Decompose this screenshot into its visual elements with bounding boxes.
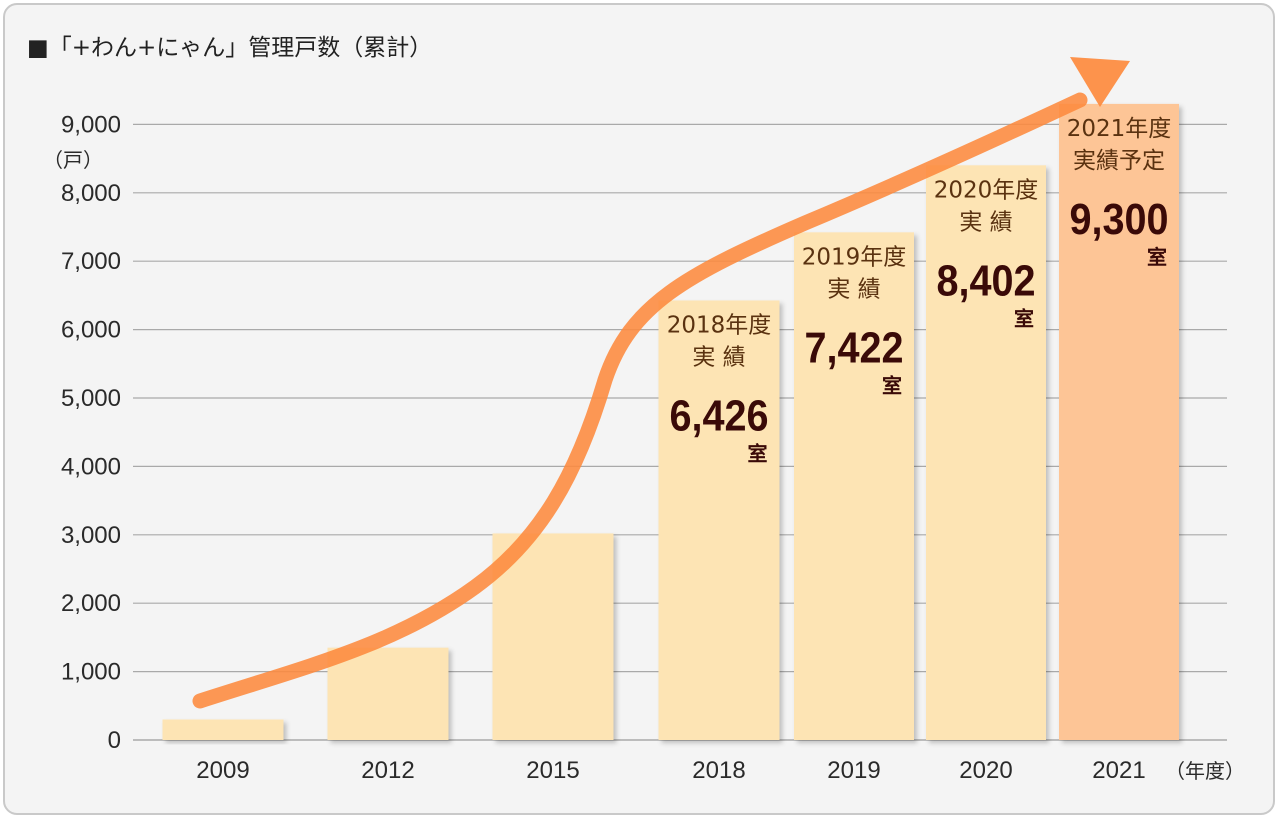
bar-label-heading: 実 績	[959, 209, 1012, 235]
trend-arrow-head	[1070, 57, 1130, 107]
bars	[162, 103, 1179, 740]
bar-label-heading: 実 績	[692, 344, 745, 370]
x-tick-label: 2018	[692, 757, 745, 784]
x-tick-label: 2021	[1092, 757, 1145, 784]
x-tick-label: 2020	[959, 757, 1012, 784]
y-tick-label: 0	[108, 727, 121, 754]
bar-value-label: 8,402	[936, 255, 1035, 304]
bar-label-heading: 2019年度	[802, 244, 907, 270]
y-tick-label: 9,000	[61, 111, 121, 138]
bar-label-heading: 実績予定	[1073, 148, 1165, 174]
x-tick-label: 2019	[827, 757, 880, 784]
y-tick-label: 5,000	[61, 385, 121, 412]
bar-chart: ■「+わん+にゃん」管理戸数（累計） 0 1,000 2,000 3,000 4,000…	[27, 35, 1245, 784]
bar-2015	[492, 533, 614, 740]
trend-arrow-line	[192, 92, 1088, 709]
x-tick-label: 2009	[196, 757, 249, 784]
bar-value-unit: 室	[748, 441, 768, 465]
bar-label-heading: 2018年度	[667, 312, 772, 338]
y-tick-label: 1,000	[61, 659, 121, 686]
bar-label-heading: 2020年度	[934, 177, 1039, 203]
x-tick-label: 2012	[361, 757, 414, 784]
bar-2018	[658, 300, 780, 740]
x-axis-unit-label: （年度）	[1165, 759, 1245, 783]
trend-arrow	[192, 57, 1130, 709]
bar-value-label: 7,422	[804, 322, 903, 371]
bar-2020	[926, 165, 1046, 740]
y-axis-ticks: 0 1,000 2,000 3,000 4,000 5,000 6,000 7,000 8,00…	[61, 111, 121, 754]
bar-value-unit: 室	[1147, 245, 1167, 269]
bar-value-unit: 室	[882, 373, 902, 397]
y-tick-label: 6,000	[61, 317, 121, 344]
y-axis-unit-label: （戸）	[43, 148, 103, 172]
y-tick-label: 3,000	[61, 522, 121, 549]
bar-value-label: 9,300	[1069, 194, 1168, 243]
bar-value-label: 6,426	[669, 391, 768, 440]
bar-2021	[1059, 103, 1179, 740]
y-tick-label: 4,000	[61, 453, 121, 480]
bar-2009	[162, 719, 284, 740]
bar-2012	[327, 647, 449, 740]
chart-frame: ■「+わん+にゃん」管理戸数（累計） 0 1,000 2,000 3,000 4,000…	[3, 3, 1275, 815]
bar-2019	[794, 232, 914, 740]
bar-label-heading: 2021年度	[1067, 116, 1172, 142]
x-tick-label: 2015	[526, 757, 579, 784]
y-tick-label: 7,000	[61, 248, 121, 275]
y-tick-label: 2,000	[61, 590, 121, 617]
y-tick-label: 8,000	[61, 180, 121, 207]
x-axis-ticks: 2009 2012 2015 2018 2019 2020 2021	[196, 757, 1145, 784]
bar-value-unit: 室	[1014, 306, 1034, 330]
bar-label-heading: 実 績	[827, 276, 880, 302]
chart-title: ■「+わん+にゃん」管理戸数（累計）	[27, 35, 432, 61]
